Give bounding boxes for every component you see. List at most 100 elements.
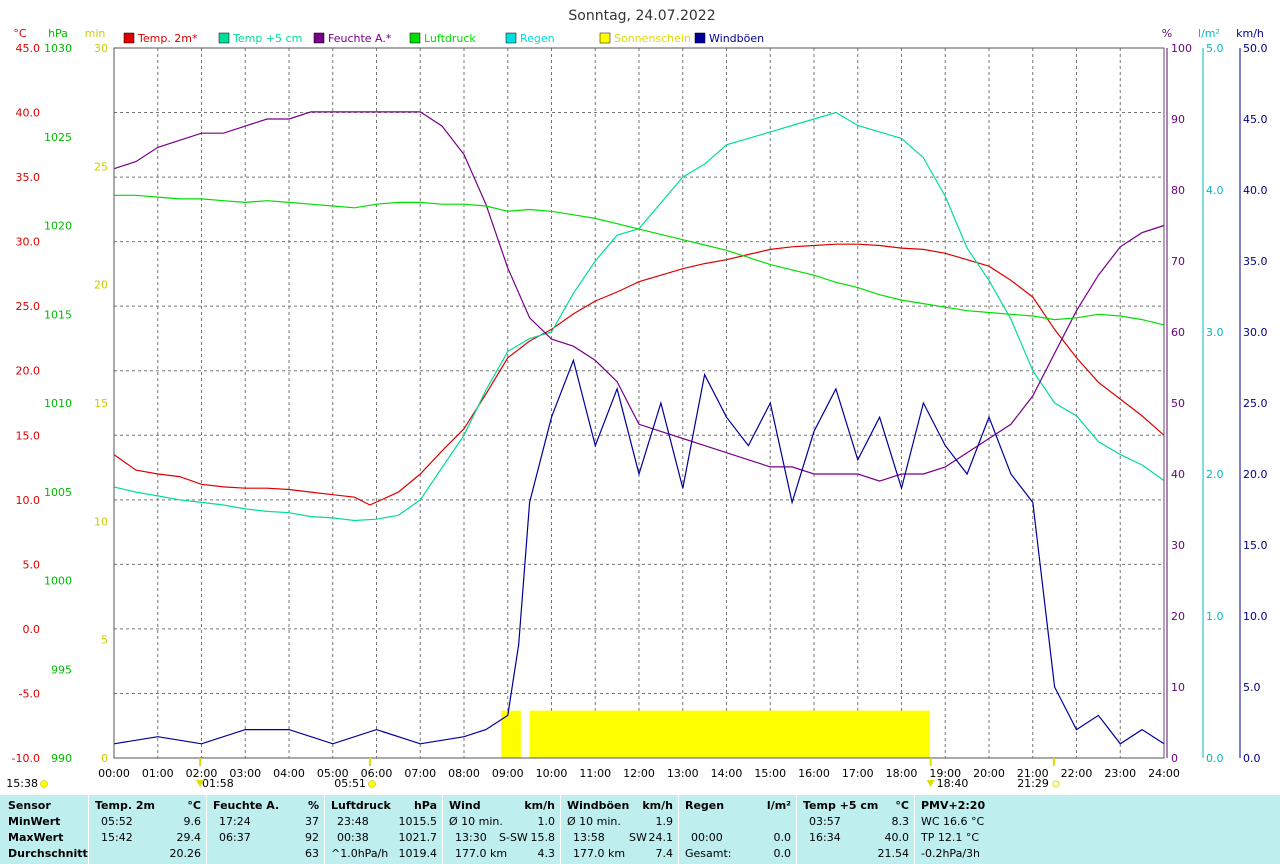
stats-rain-header: Regen	[685, 799, 725, 812]
temp-tick: 35.0	[16, 171, 41, 184]
sun-icon	[368, 780, 376, 788]
series-lines	[113, 111, 1165, 745]
dusk-marker-label: 21:29	[1017, 777, 1049, 790]
statistics-panel: Sensor MinWert MaxWert Durchschnitt Temp…	[0, 795, 1280, 864]
stats-wind-unit: km/h	[524, 799, 555, 812]
stats-hum-max-time: 06:37	[219, 831, 251, 844]
stats-col-sensor: Sensor MinWert MaxWert Durchschnitt	[0, 795, 88, 864]
rain-tick: 2.0	[1206, 468, 1224, 481]
stats-temp-header: Temp. 2m	[95, 799, 155, 812]
stats-gust-min-label: Ø 10 min.	[567, 815, 621, 828]
time-tick: 22:00	[1061, 767, 1093, 780]
stats-hum-min: 37	[305, 815, 319, 828]
stats-temp5-min: 8.3	[891, 815, 910, 828]
legend-label: Feuchte A.*	[328, 32, 392, 45]
temp-tick: 25.0	[16, 300, 41, 313]
rain-tick: 4.0	[1206, 184, 1224, 197]
pressure-tick: 1025	[44, 131, 72, 144]
rain-unit-label: l/m²	[1198, 27, 1220, 40]
rain-tick: 0.0	[1206, 752, 1224, 765]
time-tick: 24:00	[1148, 767, 1180, 780]
stats-gust-avg: 7.4	[655, 847, 674, 860]
stats-press-header: Luftdruck	[331, 799, 391, 812]
series-line	[113, 358, 1165, 745]
sunrise-marker-label: 01:58	[202, 777, 234, 790]
weather-chart: Sonntag, 24.07.2022 Temp. 2m* Temp +5 cm F…	[0, 0, 1280, 795]
pressure-tick: 990	[51, 752, 72, 765]
stats-temp-max-time: 15:42	[101, 831, 133, 844]
axis-unit-labels: °C hPa min% l/m² km/h	[13, 27, 1264, 40]
wind-tick: 15.0	[1243, 539, 1268, 552]
stats-gust-unit: km/h	[642, 799, 673, 812]
legend-label: Sonnenschein	[614, 32, 691, 45]
moon-icon	[40, 780, 48, 788]
legend-label: Windböen	[709, 32, 764, 45]
stats-row-avg: Durchschnitt	[8, 847, 88, 860]
humidity-tick: 70	[1171, 255, 1185, 268]
humidity-tick: 20	[1171, 610, 1185, 623]
rain-tick: 1.0	[1206, 610, 1224, 623]
pressure-tick: 995	[51, 663, 72, 676]
time-axis: 00:00 01:00 02:00 03:00 04:00 05:00 06:00 07:00…	[98, 767, 1180, 780]
temp-tick: 20.0	[16, 365, 41, 378]
wind-tick: 40.0	[1243, 184, 1268, 197]
sun-tick: 0	[101, 752, 108, 765]
stats-rain-unit: l/m²	[766, 799, 791, 812]
temp-tick: 30.0	[16, 236, 41, 249]
time-tick: 07:00	[404, 767, 436, 780]
sun-tick: 30	[94, 42, 108, 55]
stats-row-max: MaxWert	[8, 831, 64, 844]
stats-col-temp: Temp. 2m °C 05:52 9.6 15:42 29.4 20.26	[88, 795, 207, 864]
sun-unit-label: min	[85, 27, 106, 40]
series-line	[114, 194, 1165, 326]
time-tick: 12:00	[623, 767, 655, 780]
stats-hum-header: Feuchte A.	[213, 799, 280, 812]
humidity-tick: 100	[1171, 42, 1192, 55]
temp-tick: -5.0	[19, 687, 40, 700]
time-tick: 05:00	[317, 767, 349, 780]
stats-wind-max: 15.8	[530, 831, 556, 844]
stats-temp5-header: Temp +5 cm	[803, 799, 879, 812]
sun-tick: 20	[94, 279, 108, 292]
stats-wind-min: 1.0	[537, 815, 556, 828]
pressure-tick: 1015	[44, 308, 72, 321]
sun-markers: 15:38 01:58 05:51 18:40 21:29	[6, 758, 1060, 790]
legend-swatch	[313, 32, 325, 44]
plot-frame	[113, 47, 1165, 759]
temp-tick: 0.0	[23, 623, 41, 636]
stats-gust-max-dir: SW	[629, 831, 647, 844]
moon-outline-icon	[1052, 780, 1060, 788]
pressure-tick: 1030	[44, 42, 72, 55]
stats-hum-min-time: 17:24	[219, 815, 251, 828]
temp-tick: 10.0	[16, 494, 41, 507]
sun-tick: 5	[101, 634, 108, 647]
stats-gust-min: 1.9	[655, 815, 674, 828]
humidity-tick: 40	[1171, 468, 1185, 481]
humidity-tick: 90	[1171, 113, 1185, 126]
stats-press-avg: 1019.4	[398, 847, 438, 860]
time-tick: 14:00	[711, 767, 743, 780]
time-tick: 20:00	[973, 767, 1005, 780]
temp-tick: -10.0	[12, 752, 40, 765]
time-tick: 11:00	[579, 767, 611, 780]
legend-swatch	[599, 32, 611, 44]
stats-press-max: 1021.7	[398, 831, 438, 844]
stats-wind-avg: 4.3	[537, 847, 556, 860]
legend-label: Temp. 2m*	[137, 32, 198, 45]
stats-temp-min-time: 05:52	[101, 815, 133, 828]
humidity-tick: 10	[1171, 681, 1185, 694]
stats-temp-unit: °C	[187, 799, 201, 812]
stats-temp5-unit: °C	[895, 799, 909, 812]
stats-press-max-time: 00:38	[337, 831, 369, 844]
stats-press-min: 1015.5	[398, 815, 438, 828]
stats-rain-max: 0.0	[773, 831, 792, 844]
stats-pmv-header: PMV+2:20	[921, 799, 986, 812]
stats-gust-distance: 177.0 km	[573, 847, 626, 860]
wind-tick: 50.0	[1243, 42, 1268, 55]
stats-gust-max: 24.1	[648, 831, 674, 844]
sunset-arrow-icon	[926, 780, 935, 787]
time-tick: 18:00	[886, 767, 918, 780]
chart-background	[0, 0, 1280, 795]
legend-label: Temp +5 cm	[232, 32, 302, 45]
stats-col-rain: Regen l/m² 00:00 0.0 Gesamt: 0.0	[678, 795, 797, 864]
